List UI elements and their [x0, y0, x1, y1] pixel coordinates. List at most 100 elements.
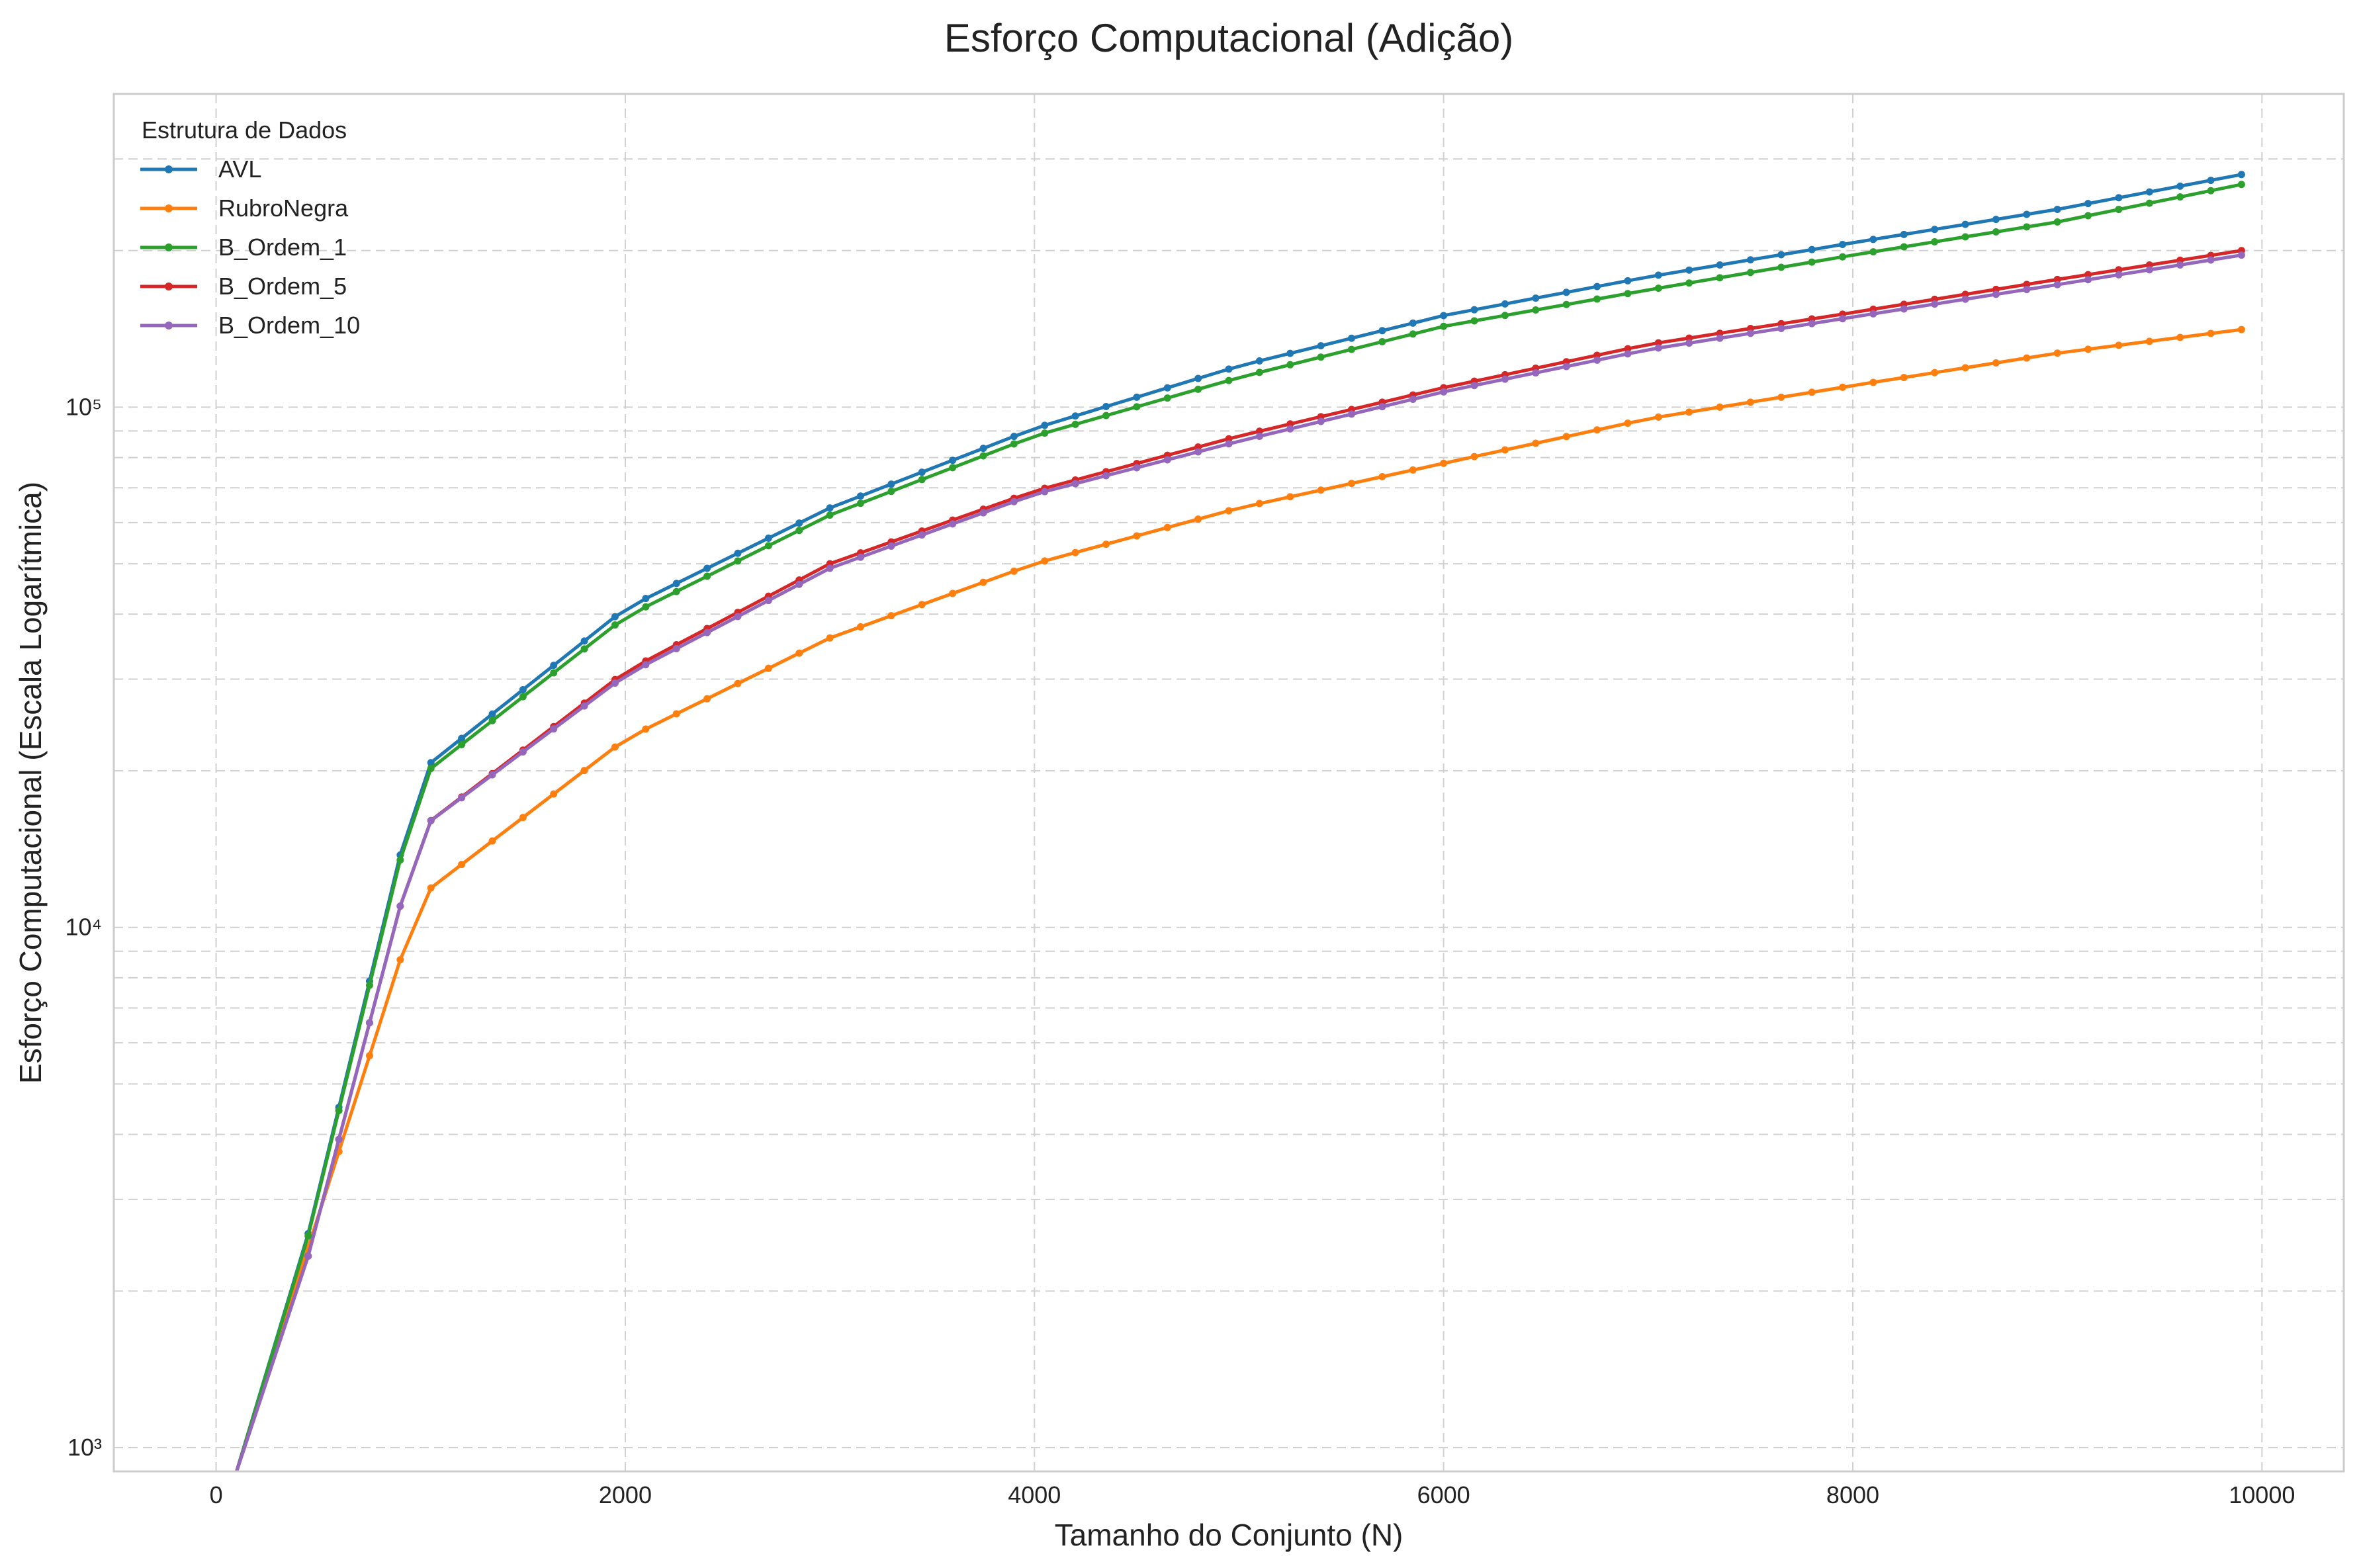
legend-label: AVL — [218, 155, 261, 183]
data-point — [1348, 345, 1356, 353]
data-point — [672, 588, 680, 595]
data-point — [365, 981, 373, 989]
data-point — [764, 664, 772, 672]
data-point — [1010, 440, 1018, 448]
data-point — [550, 725, 558, 733]
data-point — [1869, 248, 1877, 256]
data-point — [1163, 394, 1171, 402]
data-point — [2115, 206, 2123, 214]
data-point — [1839, 383, 1847, 391]
data-point — [1716, 403, 1724, 411]
data-point — [1808, 245, 1816, 253]
data-point — [1225, 440, 1233, 448]
data-point — [1961, 295, 1969, 303]
data-point — [1225, 507, 1233, 515]
data-point — [1071, 420, 1079, 428]
data-point — [703, 564, 711, 572]
data-point — [1348, 480, 1356, 488]
data-point — [2023, 223, 2031, 231]
data-point — [1317, 342, 1325, 350]
data-point — [1409, 466, 1417, 474]
data-point — [1654, 284, 1662, 292]
data-point — [335, 1107, 343, 1115]
data-point — [488, 837, 496, 845]
x-tick-label: 4000 — [1008, 1481, 1061, 1508]
data-point — [427, 884, 435, 892]
data-point — [979, 452, 987, 460]
data-point — [458, 740, 466, 748]
data-point — [1746, 269, 1754, 277]
data-point — [1348, 410, 1356, 418]
data-point — [2084, 200, 2092, 208]
data-point — [2145, 337, 2153, 345]
data-point — [918, 531, 926, 539]
data-point — [1532, 439, 1540, 447]
data-point — [826, 564, 834, 572]
legend-label: RubroNegra — [218, 195, 349, 222]
data-point — [580, 767, 588, 775]
data-point — [826, 511, 834, 519]
data-point — [611, 621, 619, 629]
data-point — [550, 790, 558, 798]
y-axis-label: Esforço Computacional (Escala Logarítmic… — [13, 482, 48, 1084]
data-point — [1501, 300, 1509, 308]
data-point — [1532, 306, 1540, 314]
data-point — [365, 1052, 373, 1060]
data-point — [1470, 453, 1478, 460]
data-point — [672, 644, 680, 652]
data-point — [1010, 498, 1018, 505]
data-point — [2237, 251, 2245, 259]
series-B_Ordem_10 — [235, 251, 2245, 1472]
y-tick-label: 10⁴ — [65, 914, 102, 941]
data-point — [1593, 283, 1601, 290]
data-point — [1654, 413, 1662, 421]
legend-item: B_Ordem_5 — [140, 273, 347, 300]
data-point — [1133, 403, 1141, 411]
data-point — [1102, 412, 1110, 419]
legend-item: AVL — [140, 155, 261, 183]
data-point — [979, 509, 987, 517]
data-point — [1133, 393, 1141, 401]
data-point — [519, 685, 527, 693]
data-point — [1255, 427, 1263, 435]
data-point — [1102, 541, 1110, 548]
legend-swatch-marker — [165, 243, 173, 251]
data-point — [1931, 238, 1939, 246]
legend-item: B_Ordem_1 — [140, 234, 347, 261]
data-point — [2237, 171, 2245, 179]
data-point — [1562, 288, 1570, 296]
legend-label: B_Ordem_10 — [218, 312, 360, 339]
data-point — [2115, 341, 2123, 349]
data-point — [949, 589, 957, 597]
data-point — [1163, 384, 1171, 392]
legend-label: B_Ordem_5 — [218, 273, 347, 300]
data-point — [458, 861, 466, 869]
data-point — [611, 743, 619, 751]
data-point — [918, 601, 926, 609]
data-point — [1409, 395, 1417, 403]
data-point — [734, 549, 742, 557]
data-point — [1440, 388, 1448, 396]
data-point — [1102, 472, 1110, 480]
data-point — [1501, 312, 1509, 320]
data-point — [2053, 275, 2061, 283]
data-point — [2053, 349, 2061, 357]
legend-swatch-marker — [165, 204, 173, 212]
data-point — [856, 500, 864, 507]
data-point — [703, 629, 711, 636]
data-point — [979, 445, 987, 453]
data-point — [949, 457, 957, 464]
data-point — [1839, 315, 1847, 323]
data-point — [1440, 459, 1448, 467]
data-point — [2207, 177, 2215, 185]
data-point — [1654, 344, 1662, 352]
data-point — [2115, 266, 2123, 274]
data-point — [1900, 305, 1908, 313]
data-point — [1716, 334, 1724, 342]
data-point — [2207, 187, 2215, 195]
data-point — [1992, 290, 2000, 298]
data-point — [1624, 290, 1632, 298]
data-point — [734, 613, 742, 621]
data-point — [458, 734, 466, 742]
legend-title: Estrutura de Dados — [142, 116, 347, 144]
